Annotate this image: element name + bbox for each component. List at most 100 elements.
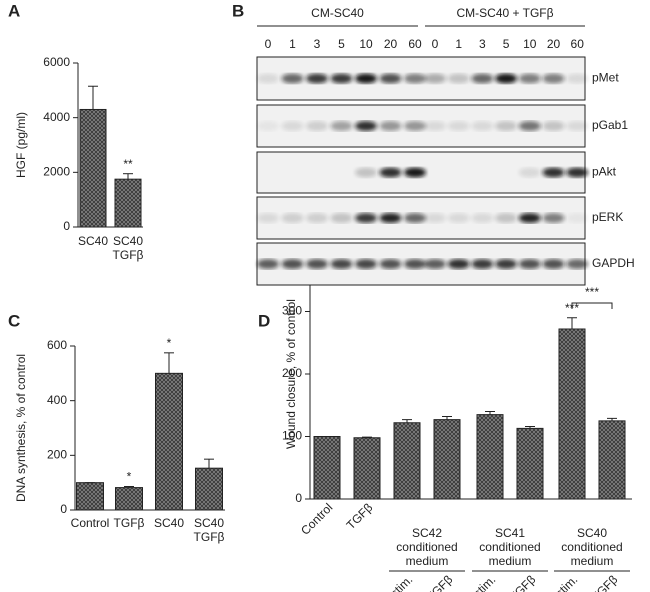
protein-label: pERK bbox=[592, 210, 623, 224]
timepoint-label: 60 bbox=[571, 37, 585, 51]
bar bbox=[313, 436, 341, 500]
blot-band bbox=[518, 259, 541, 269]
blot-band bbox=[542, 259, 565, 269]
bar bbox=[115, 487, 143, 511]
blot-band bbox=[355, 259, 377, 269]
group-label: SC42 conditioned medium bbox=[396, 526, 458, 568]
blot-band bbox=[447, 73, 470, 84]
blot-band bbox=[518, 73, 541, 84]
y-tick-label: 6000 bbox=[43, 55, 70, 69]
x-tick-label: SC40 bbox=[153, 516, 185, 530]
blot-band bbox=[379, 167, 402, 178]
y-tick-label: 4000 bbox=[43, 110, 70, 124]
blot-band bbox=[404, 213, 426, 223]
y-tick-label: 200 bbox=[282, 366, 302, 380]
timepoint-label: 20 bbox=[384, 37, 398, 51]
blot-band bbox=[330, 259, 353, 269]
blot-band bbox=[471, 121, 494, 131]
x-tick-label: TGFβ bbox=[424, 572, 456, 592]
timepoint-label: 10 bbox=[359, 37, 373, 51]
y-tick-label: 200 bbox=[47, 448, 67, 462]
timepoint-label: 20 bbox=[547, 37, 561, 51]
significance: ** bbox=[123, 157, 133, 171]
y-axis-title: Wound closure, % of control bbox=[284, 299, 298, 449]
timepoint-label: 1 bbox=[289, 37, 296, 51]
blot-band bbox=[379, 73, 402, 84]
bar bbox=[433, 419, 461, 500]
protein-label: pMet bbox=[592, 71, 619, 85]
blot-band bbox=[355, 213, 377, 223]
y-tick-label: 100 bbox=[282, 429, 302, 443]
x-tick-label: SC40 TGFβ bbox=[112, 234, 144, 262]
bracket-label: *** bbox=[585, 285, 599, 299]
blot-band bbox=[424, 213, 446, 223]
blot-band bbox=[471, 259, 494, 269]
group-header: CM-SC40 + TGFβ bbox=[456, 6, 553, 20]
blot-band bbox=[404, 167, 426, 178]
blot-band bbox=[379, 213, 402, 223]
blot-band bbox=[518, 213, 541, 223]
blot-band bbox=[404, 73, 426, 84]
significance: * bbox=[167, 336, 172, 350]
timepoint-label: 60 bbox=[408, 37, 422, 51]
bar bbox=[195, 467, 223, 511]
group-label: SC41 conditioned medium bbox=[479, 526, 541, 568]
blot-band bbox=[379, 259, 402, 269]
panel-letter: C bbox=[8, 311, 20, 330]
blot-band bbox=[355, 73, 377, 84]
x-tick-label: SC40 bbox=[77, 234, 109, 248]
blot-band bbox=[306, 73, 328, 84]
x-tick-label: Control bbox=[298, 500, 335, 537]
protein-label: pGab1 bbox=[592, 118, 628, 132]
timepoint-label: 10 bbox=[523, 37, 537, 51]
blot-band bbox=[355, 121, 377, 131]
protein-label: GAPDH bbox=[592, 256, 635, 270]
timepoint-label: 5 bbox=[338, 37, 345, 51]
blot-band bbox=[330, 213, 353, 223]
blot-band bbox=[404, 259, 426, 269]
blot-band bbox=[447, 213, 470, 223]
y-tick-label: 0 bbox=[60, 502, 67, 516]
blot-band bbox=[306, 259, 328, 269]
y-tick-label: 2000 bbox=[43, 165, 70, 179]
bar bbox=[476, 414, 504, 500]
blot-band bbox=[495, 213, 518, 223]
blot-band bbox=[495, 259, 518, 269]
group-label: SC40 conditioned medium bbox=[561, 526, 623, 568]
blot-band bbox=[257, 213, 279, 223]
blot-band bbox=[330, 121, 353, 131]
blot-band bbox=[495, 121, 518, 131]
protein-label: pAkt bbox=[592, 165, 617, 179]
y-tick-label: 0 bbox=[63, 219, 70, 233]
bar bbox=[516, 427, 544, 500]
bracket bbox=[571, 302, 613, 309]
panel-letter: D bbox=[258, 311, 270, 330]
blot-band bbox=[542, 121, 565, 131]
y-tick-label: 400 bbox=[47, 393, 67, 407]
x-tick-label: TGFβ bbox=[589, 572, 621, 592]
timepoint-label: 1 bbox=[455, 37, 462, 51]
blot-band bbox=[306, 121, 328, 131]
blot-band bbox=[566, 121, 589, 131]
blot-band bbox=[404, 121, 426, 131]
x-tick-label: Control bbox=[70, 516, 110, 530]
bar bbox=[76, 482, 104, 511]
blot-band bbox=[495, 73, 518, 84]
y-tick-label: 600 bbox=[47, 338, 67, 352]
blot-band bbox=[257, 259, 279, 269]
y-tick-label: 300 bbox=[282, 304, 302, 318]
timepoint-label: 3 bbox=[314, 37, 321, 51]
blot-band bbox=[306, 213, 328, 223]
timepoint-label: 0 bbox=[265, 37, 272, 51]
bar bbox=[598, 420, 626, 500]
bar bbox=[79, 108, 107, 228]
blot-band bbox=[330, 73, 353, 84]
x-tick-label: TGFβ bbox=[344, 500, 376, 532]
x-tick-label: TGFβ bbox=[507, 572, 539, 592]
bar bbox=[353, 437, 381, 500]
blot-band bbox=[424, 121, 446, 131]
x-tick-label: Unstim. bbox=[542, 572, 581, 592]
x-tick-label: SC40 TGFβ bbox=[193, 516, 225, 544]
